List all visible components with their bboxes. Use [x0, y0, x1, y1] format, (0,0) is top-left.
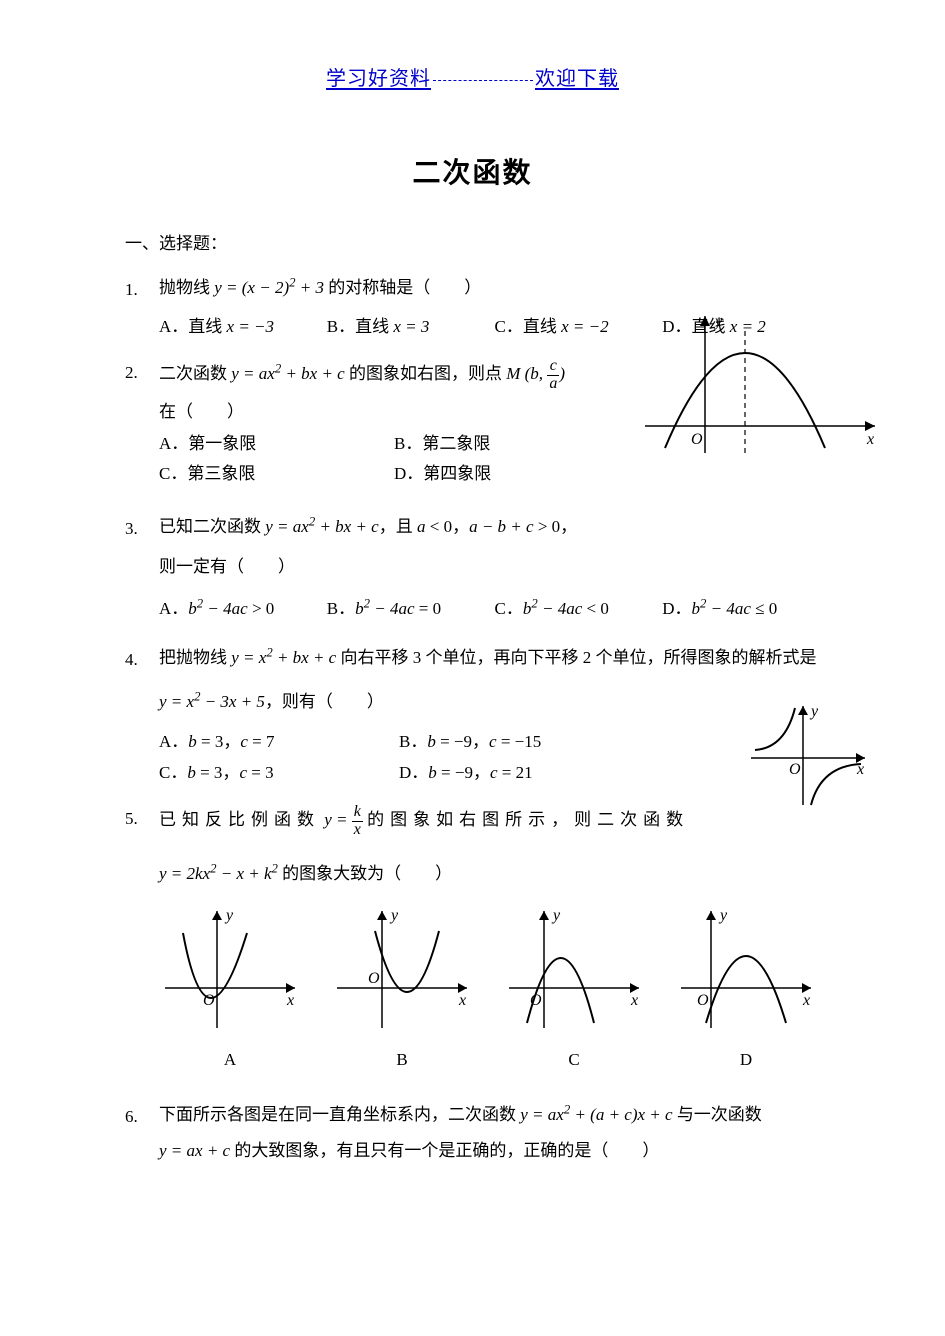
q4-opt-a[interactable]: A．b = 3，c = 7	[159, 729, 399, 755]
header-left[interactable]: 学习好资料	[326, 68, 431, 90]
q3-formula: y = ax2 + bx + c	[265, 517, 378, 536]
q5-line2: y = 2kx2 − x + k2 的图象大致为（ ）	[159, 861, 830, 887]
svg-text:x: x	[802, 992, 810, 1009]
q6-formula1: y = ax2 + (a + c)x + c	[520, 1105, 672, 1124]
q5-choice-c[interactable]: y x O C	[499, 903, 649, 1074]
q4-opt-b[interactable]: B．b = −9，c = −15	[399, 729, 639, 755]
q4-formula: y = x2 + bx + c	[231, 648, 336, 667]
q6-line2: y = ax + c 的大致图象，有且只有一个是正确的，正确的是（ ）	[159, 1138, 830, 1164]
page-header: 学习好资料 欢迎下载	[0, 0, 945, 91]
question-4: 4. 把抛物线 y = x2 + bx + c 向右平移 3 个单位，再向下平移…	[125, 645, 830, 790]
q5-right-figure: y x O	[743, 700, 873, 810]
q2-line1-a: 二次函数	[159, 364, 231, 383]
svg-text:y: y	[718, 907, 728, 924]
q1-formula: y = (x − 2)2 + 3	[214, 278, 324, 297]
q3-line1-a: 已知二次函数	[159, 517, 265, 536]
svg-text:x: x	[866, 431, 874, 448]
q2-opt-b[interactable]: B．第二象限	[394, 431, 629, 457]
q5-d-label: D	[671, 1047, 821, 1073]
q5-choice-a[interactable]: y x O A	[155, 903, 305, 1074]
q5-line1-a: 已知反比例函数	[159, 810, 320, 829]
q6-formula2: y = ax + c	[159, 1141, 230, 1160]
q2-line1-b: 的图象如右图，则点	[345, 364, 507, 383]
q5-line2-formula: y = 2kx2 − x + k2	[159, 864, 278, 883]
q5-fig-a: y x O	[155, 903, 305, 1033]
q3-opt-c[interactable]: C．b2 − 4ac < 0	[495, 596, 663, 622]
svg-text:O: O	[697, 992, 709, 1009]
q5-c-label: C	[499, 1047, 649, 1073]
svg-text:y: y	[713, 313, 723, 330]
q3-opt-a[interactable]: A．b2 − 4ac > 0	[159, 596, 327, 622]
header-gap	[433, 80, 533, 81]
q5-choice-figures: y x O A y	[155, 903, 830, 1074]
svg-text:y: y	[551, 907, 561, 924]
q2-opt-a[interactable]: A．第一象限	[159, 431, 394, 457]
q1-stem-post: 的对称轴是（ ）	[324, 278, 481, 297]
q4-line1-b: 向右平移 3 个单位，再向下平移 2 个单位，所得图象的解析式是	[336, 648, 816, 667]
svg-text:y: y	[224, 907, 234, 924]
q5-choice-d[interactable]: y x O D	[671, 903, 821, 1074]
q2-options: A．第一象限 C．第三象限 B．第二象限 D．第四象限	[159, 431, 629, 492]
svg-text:x: x	[458, 992, 466, 1009]
q4-line2: y = x2 − 3x + 5，则有（ ）	[159, 689, 830, 715]
svg-text:x: x	[630, 992, 638, 1009]
q4-opt-d[interactable]: D．b = −9，c = 21	[399, 760, 639, 786]
q4-options: A．b = 3，c = 7 C．b = 3，c = 3 B．b = −9，c =…	[159, 729, 639, 790]
q5-fig-c: y x O	[499, 903, 649, 1033]
svg-text:O: O	[368, 970, 380, 987]
q5-line1: 已知反比例函数 y = kx 的图象如右图所示，则二次函数	[159, 804, 699, 839]
q4-line2-b: ，则有（ ）	[265, 692, 384, 711]
q5-choice-b[interactable]: y x O B	[327, 903, 477, 1074]
q2-line2: 在（ ）	[159, 399, 629, 425]
q5-number: 5.	[125, 804, 159, 832]
svg-text:y: y	[809, 703, 819, 720]
q2-figure: y x O	[635, 308, 885, 458]
q1-number: 1.	[125, 275, 159, 303]
q3-line1: 已知二次函数 y = ax2 + bx + c，且 a < 0，a − b + …	[159, 514, 830, 540]
q3-line2: 则一定有（ ）	[159, 554, 830, 580]
q4-number: 4.	[125, 645, 159, 673]
q1-opt-a[interactable]: A．直线 x = −3	[159, 314, 327, 340]
q6-line1: 下面所示各图是在同一直角坐标系内，二次函数 y = ax2 + (a + c)x…	[159, 1102, 830, 1128]
q2-opt-d[interactable]: D．第四象限	[394, 461, 629, 487]
q6-line2-b: 的大致图象，有且只有一个是正确的，正确的是（ ）	[230, 1141, 659, 1160]
q1-stem: 抛物线 y = (x − 2)2 + 3 的对称轴是（ ）	[159, 275, 830, 301]
q2-line1: 二次函数 y = ax2 + bx + c 的图象如右图，则点 M (b, ca…	[159, 358, 629, 393]
q4-line2-formula: y = x2 − 3x + 5	[159, 692, 265, 711]
q5-fig-d: y x O	[671, 903, 821, 1033]
page-title: 二次函数	[0, 151, 945, 191]
q6-number: 6.	[125, 1102, 159, 1130]
svg-text:y: y	[389, 907, 399, 924]
svg-text:O: O	[789, 761, 801, 778]
q5-fig-b: y x O	[327, 903, 477, 1033]
q5-line2-b: 的图象大致为（ ）	[278, 864, 452, 883]
section1-heading: 一、选择题：	[125, 231, 830, 257]
q4-line1: 把抛物线 y = x2 + bx + c 向右平移 3 个单位，再向下平移 2 …	[159, 645, 830, 671]
q3-number: 3.	[125, 514, 159, 542]
q6-line1-a: 下面所示各图是在同一直角坐标系内，二次函数	[159, 1105, 520, 1124]
question-3: 3. 已知二次函数 y = ax2 + bx + c，且 a < 0，a − b…	[125, 514, 830, 623]
q2-number: 2.	[125, 358, 159, 386]
q1-stem-pre: 抛物线	[159, 278, 214, 297]
q5-line1-b: 的图象如右图所示，则二次函数	[367, 810, 689, 829]
q5-a-label: A	[155, 1047, 305, 1073]
q3-options: A．b2 − 4ac > 0 B．b2 − 4ac = 0 C．b2 − 4ac…	[159, 596, 830, 622]
question-5: 5. 已知反比例函数 y = kx 的图象如右图所示，则二次函数 y = 2kx…	[125, 804, 830, 1074]
q6-line1-b: 与一次函数	[673, 1105, 762, 1124]
q1-opt-b[interactable]: B．直线 x = 3	[327, 314, 495, 340]
q4-opt-c[interactable]: C．b = 3，c = 3	[159, 760, 399, 786]
q5-b-label: B	[327, 1047, 477, 1073]
header-right[interactable]: 欢迎下载	[535, 68, 619, 90]
q2-opt-c[interactable]: C．第三象限	[159, 461, 394, 487]
q4-line1-a: 把抛物线	[159, 648, 231, 667]
q2-formula: y = ax2 + bx + c	[231, 364, 344, 383]
svg-text:O: O	[691, 431, 703, 448]
q5-line1-formula: y = kx	[324, 810, 363, 829]
svg-text:x: x	[286, 992, 294, 1009]
q2-point: M (b, ca)	[506, 364, 565, 383]
q3-opt-b[interactable]: B．b2 − 4ac = 0	[327, 596, 495, 622]
q3-line1-b: ，且 a < 0，a − b + c > 0，	[379, 517, 577, 536]
q3-opt-d[interactable]: D．b2 − 4ac ≤ 0	[662, 596, 830, 622]
question-6: 6. 下面所示各图是在同一直角坐标系内，二次函数 y = ax2 + (a + …	[125, 1102, 830, 1165]
